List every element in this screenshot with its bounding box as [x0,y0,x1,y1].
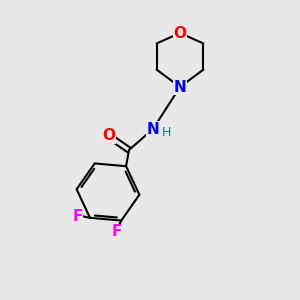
Text: F: F [72,209,83,224]
Text: H: H [162,126,171,139]
Text: N: N [174,80,186,94]
Text: O: O [102,128,115,143]
Text: N: N [147,122,159,136]
Text: O: O [173,26,187,40]
Text: F: F [112,224,122,239]
